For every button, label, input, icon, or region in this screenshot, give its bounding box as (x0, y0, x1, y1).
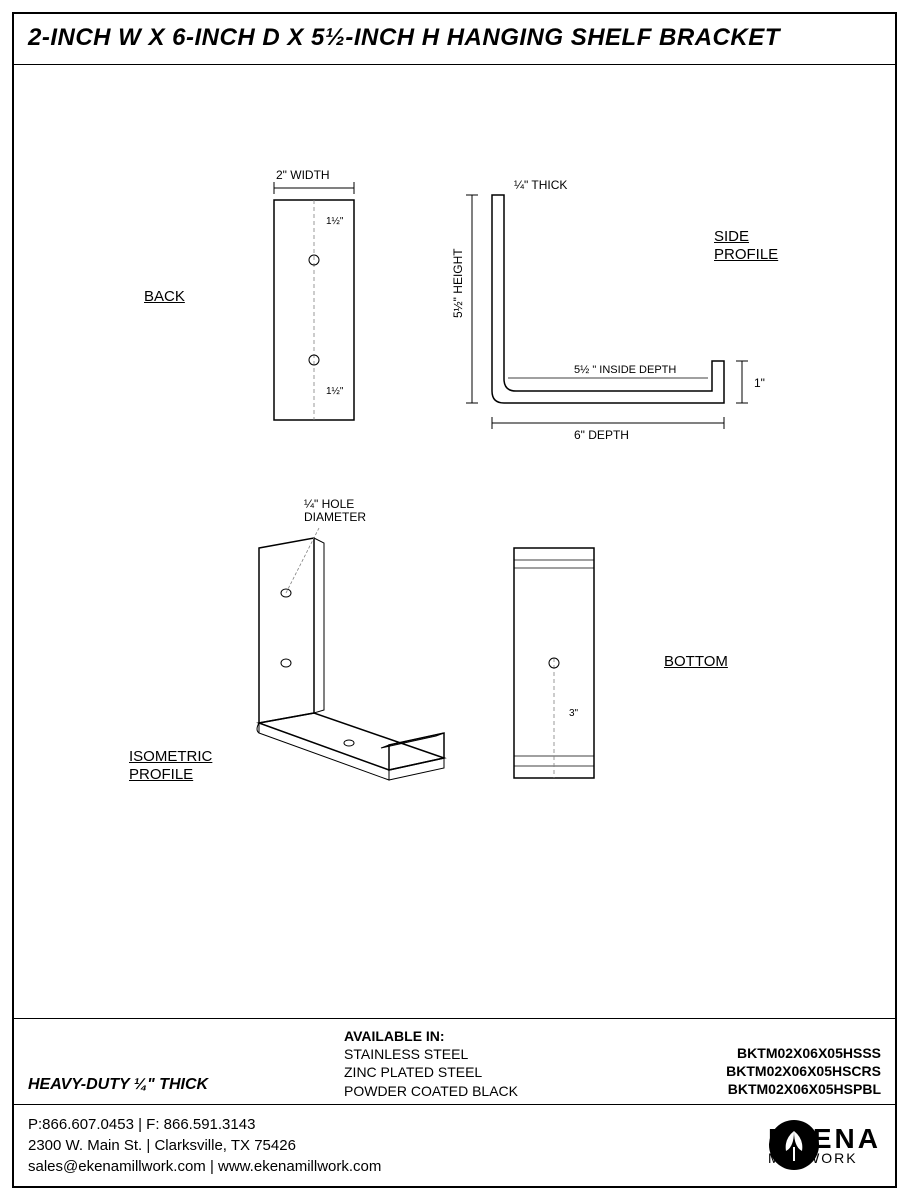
available-block: AVAILABLE IN: STAINLESS STEEL ZINC PLATE… (344, 1027, 518, 1100)
iso-view-label-2: PROFILE (129, 766, 193, 783)
contact-line: sales@ekenamillwork.com | www.ekenamillw… (28, 1156, 381, 1177)
page-frame: 2-INCH W X 6-INCH D X 5½-INCH H HANGING … (12, 12, 897, 1188)
sku-row: BKTM02X06X05HSSS (726, 1044, 881, 1062)
side-height-label: 5½" HEIGHT (451, 248, 465, 318)
info-block: HEAVY-DUTY ¼" THICK AVAILABLE IN: STAINL… (14, 1018, 895, 1104)
side-view-label-2: PROFILE (714, 246, 778, 263)
bottom-view-drawing (504, 538, 624, 798)
iso-hole-label-1: ¼" HOLE (304, 497, 354, 511)
back-view-label: BACK (144, 288, 185, 305)
back-hole-bottom-dim: 1½" (326, 386, 343, 397)
isometric-view-drawing (164, 518, 464, 818)
sku-row: BKTM02X06X05HSPBL (726, 1080, 881, 1098)
page-title: 2-INCH W X 6-INCH D X 5½-INCH H HANGING … (14, 14, 895, 65)
back-hole-top-dim: 1½" (326, 216, 343, 227)
contact-block: P:866.607.0453 | F: 866.591.3143 2300 W.… (28, 1114, 381, 1177)
iso-view-label-1: ISOMETRIC (129, 748, 212, 765)
sku-block: BKTM02X06X05HSSS BKTM02X06X05HSCRS BKTM0… (726, 1044, 881, 1099)
brand-logo: EKENA MILLWORK (768, 1126, 881, 1166)
side-inside-depth-label: 5½ " INSIDE DEPTH (574, 364, 676, 376)
drawing-canvas: 2" WIDTH 1½" 1½" BACK ¼" THICK (14, 68, 895, 1034)
footer: P:866.607.0453 | F: 866.591.3143 2300 W.… (14, 1104, 895, 1186)
material-row: STAINLESS STEEL (344, 1045, 518, 1063)
material-row: POWDER COATED BLACK (344, 1082, 518, 1100)
contact-line: P:866.607.0453 | F: 866.591.3143 (28, 1114, 381, 1135)
side-depth-label: 6" DEPTH (574, 428, 629, 442)
bottom-view-label: BOTTOM (664, 653, 728, 670)
side-lip-label: 1" (754, 376, 765, 390)
back-view-drawing (264, 180, 374, 430)
side-view-label-1: SIDE (714, 228, 749, 245)
bottom-hole-dim: 3" (569, 708, 578, 719)
available-header: AVAILABLE IN: (344, 1027, 518, 1045)
heavy-duty-label: HEAVY-DUTY ¼" THICK (28, 1076, 208, 1094)
sku-row: BKTM02X06X05HSCRS (726, 1062, 881, 1080)
side-view-drawing (464, 183, 804, 443)
contact-line: 2300 W. Main St. | Clarksville, TX 75426 (28, 1135, 381, 1156)
leaf-icon (768, 1119, 820, 1171)
material-row: ZINC PLATED STEEL (344, 1063, 518, 1081)
